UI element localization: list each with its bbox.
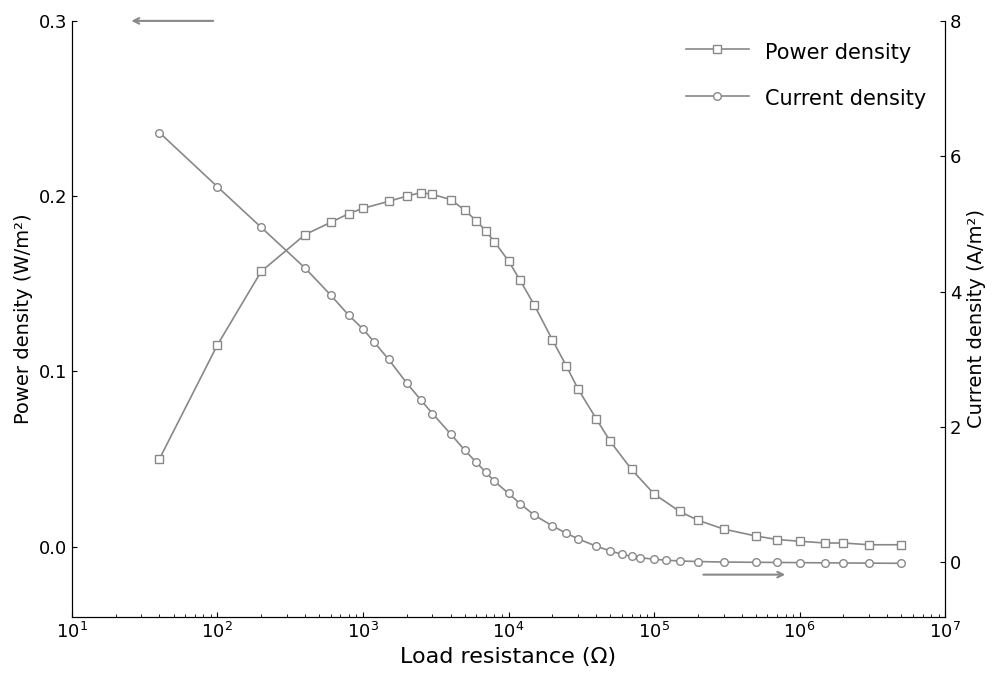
- Power density: [546, 336, 558, 344]
- Power density: [771, 535, 783, 543]
- Power density: [470, 217, 482, 225]
- Power density: [299, 231, 311, 239]
- Current density: [445, 430, 457, 438]
- Current density: [837, 559, 849, 567]
- Current density: [211, 183, 223, 191]
- Power density: [863, 541, 875, 549]
- Current density: [572, 535, 584, 543]
- Current density: [415, 396, 427, 404]
- Current density: [470, 458, 482, 466]
- Current density: [604, 547, 616, 555]
- Current density: [383, 355, 395, 364]
- Current density: [660, 556, 672, 565]
- Current density: [528, 511, 540, 519]
- Current density: [401, 379, 413, 387]
- Current density: [718, 558, 730, 566]
- Current density: [895, 559, 907, 567]
- Y-axis label: Power density (W/m²): Power density (W/m²): [14, 213, 33, 424]
- Current density: [674, 557, 686, 565]
- Current density: [368, 338, 380, 347]
- Current density: [153, 129, 165, 137]
- Current density: [616, 550, 628, 558]
- Current density: [357, 325, 369, 333]
- Power density: [153, 455, 165, 463]
- Power density: [718, 525, 730, 533]
- Current density: [459, 446, 471, 454]
- Current density: [648, 555, 660, 563]
- Power density: [343, 210, 355, 218]
- Power density: [572, 385, 584, 393]
- Power density: [560, 362, 572, 370]
- X-axis label: Load resistance (Ω): Load resistance (Ω): [400, 647, 617, 667]
- Power density: [514, 276, 526, 284]
- Power density: [488, 238, 500, 246]
- Current density: [299, 264, 311, 272]
- Current density: [546, 522, 558, 530]
- Current density: [692, 558, 704, 566]
- Current density: [503, 490, 515, 498]
- Power density: [211, 341, 223, 349]
- Power density: [674, 507, 686, 516]
- Power density: [325, 219, 337, 227]
- Current density: [343, 311, 355, 319]
- Current density: [634, 554, 646, 562]
- Current density: [560, 529, 572, 537]
- Current density: [794, 558, 806, 567]
- Line: Current density: Current density: [156, 129, 905, 567]
- Y-axis label: Current density (A/m²): Current density (A/m²): [967, 209, 986, 428]
- Current density: [590, 542, 602, 550]
- Power density: [426, 190, 438, 198]
- Power density: [648, 490, 660, 498]
- Power density: [604, 437, 616, 445]
- Current density: [626, 552, 638, 560]
- Power density: [794, 537, 806, 545]
- Power density: [750, 532, 762, 540]
- Line: Power density: Power density: [156, 189, 905, 549]
- Current density: [488, 477, 500, 486]
- Current density: [514, 499, 526, 507]
- Current density: [863, 559, 875, 567]
- Current density: [819, 558, 831, 567]
- Current density: [750, 558, 762, 567]
- Power density: [590, 415, 602, 423]
- Power density: [692, 516, 704, 524]
- Current density: [771, 558, 783, 567]
- Power density: [357, 204, 369, 212]
- Current density: [325, 291, 337, 299]
- Power density: [459, 206, 471, 215]
- Power density: [383, 197, 395, 206]
- Power density: [503, 257, 515, 265]
- Power density: [480, 227, 492, 235]
- Power density: [819, 539, 831, 547]
- Power density: [415, 189, 427, 197]
- Power density: [401, 192, 413, 200]
- Power density: [528, 300, 540, 308]
- Power density: [445, 195, 457, 204]
- Power density: [255, 268, 267, 276]
- Current density: [255, 223, 267, 232]
- Power density: [895, 541, 907, 549]
- Current density: [480, 469, 492, 477]
- Power density: [837, 539, 849, 547]
- Legend: Power density, Current density: Power density, Current density: [678, 31, 935, 120]
- Power density: [626, 465, 638, 473]
- Current density: [426, 409, 438, 417]
